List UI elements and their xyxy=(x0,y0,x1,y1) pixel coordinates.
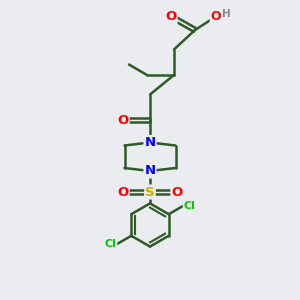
Text: O: O xyxy=(117,185,129,199)
Text: N: N xyxy=(144,164,156,178)
Text: Cl: Cl xyxy=(104,239,116,249)
Text: Cl: Cl xyxy=(184,201,196,211)
Text: O: O xyxy=(165,10,177,23)
Text: O: O xyxy=(211,10,221,23)
Text: S: S xyxy=(145,185,155,199)
Text: O: O xyxy=(117,113,129,127)
Text: N: N xyxy=(144,136,156,149)
Text: H: H xyxy=(222,8,231,19)
Text: O: O xyxy=(171,185,183,199)
